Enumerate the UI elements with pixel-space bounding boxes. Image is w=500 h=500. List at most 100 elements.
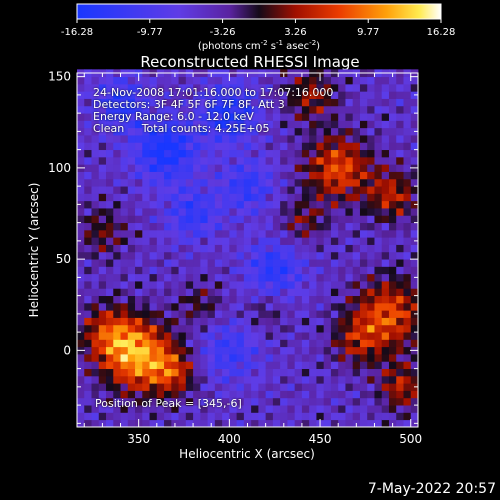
heatmap-cell — [294, 281, 303, 289]
heatmap-cell — [243, 390, 252, 399]
heatmap-cell — [84, 259, 92, 267]
heatmap-cell — [193, 332, 201, 340]
heatmap-cell — [91, 332, 100, 340]
heatmap-cell — [410, 405, 419, 413]
heatmap-cell — [214, 237, 223, 245]
heatmap-cell — [229, 361, 238, 370]
heatmap-cell — [185, 164, 194, 172]
heatmap-cell — [243, 288, 252, 297]
heatmap-cell — [91, 156, 100, 165]
heatmap-cell — [243, 324, 252, 333]
heatmap-cell — [91, 229, 100, 238]
heatmap-cell — [280, 397, 288, 406]
heatmap-cell — [403, 383, 412, 391]
heatmap-cell — [345, 83, 354, 92]
heatmap-cell — [135, 317, 143, 326]
heatmap-cell — [410, 113, 419, 121]
heatmap-cell — [294, 419, 303, 428]
heatmap-cell — [287, 83, 296, 92]
heatmap-cell — [127, 412, 136, 421]
heatmap-cell — [374, 310, 383, 318]
heatmap-cell — [388, 91, 397, 99]
heatmap-cell — [178, 237, 187, 245]
heatmap-cell — [236, 120, 245, 129]
heatmap-cell — [229, 200, 238, 209]
heatmap-cell — [280, 361, 288, 370]
heatmap-cell — [236, 91, 245, 99]
heatmap-cell — [338, 288, 346, 297]
heatmap-cell — [316, 83, 325, 92]
heatmap-cell — [323, 164, 332, 172]
heatmap-cell — [272, 273, 281, 282]
heatmap-cell — [214, 229, 223, 238]
heatmap-cell — [222, 288, 230, 297]
heatmap-cell — [236, 266, 245, 275]
heatmap-cell — [352, 259, 361, 267]
heatmap-cell — [156, 251, 165, 260]
heatmap-cell — [309, 288, 317, 297]
heatmap-cell — [338, 273, 346, 282]
heatmap-cell — [265, 127, 274, 136]
heatmap-cell — [309, 419, 317, 428]
heatmap-cell — [381, 339, 390, 348]
heatmap-cell — [359, 397, 368, 406]
heatmap-cell — [316, 200, 325, 209]
heatmap-cell — [200, 113, 208, 121]
heatmap-cell — [149, 419, 158, 428]
heatmap-cell — [272, 200, 281, 209]
heatmap-cell — [222, 76, 230, 85]
heatmap-cell — [374, 229, 383, 238]
heatmap-cell — [316, 288, 325, 297]
heatmap-cell — [403, 83, 412, 92]
heatmap-cell — [229, 164, 238, 172]
heatmap-cell — [359, 135, 368, 143]
heatmap-cell — [381, 354, 390, 362]
heatmap-cell — [367, 310, 375, 318]
heatmap-cell — [345, 339, 354, 348]
heatmap-cell — [91, 390, 100, 399]
heatmap-cell — [84, 105, 92, 114]
heatmap-cell — [171, 222, 179, 231]
heatmap-cell — [142, 383, 150, 391]
heatmap-cell — [98, 354, 107, 362]
heatmap-cell — [84, 295, 92, 304]
heatmap-cell — [359, 76, 368, 85]
heatmap-cell — [345, 346, 354, 355]
heatmap-cell — [149, 412, 158, 421]
heatmap-cell — [381, 164, 390, 172]
heatmap-cell — [185, 302, 194, 311]
heatmap-cell — [323, 149, 332, 158]
heatmap-cell — [164, 266, 172, 275]
heatmap-cell — [207, 186, 216, 194]
heatmap-cell — [106, 156, 114, 165]
heatmap-cell — [77, 317, 85, 326]
heatmap-cell — [193, 91, 201, 99]
heatmap-cell — [120, 113, 129, 121]
heatmap-cell — [294, 164, 303, 172]
heatmap-cell — [345, 368, 354, 377]
heatmap-cell — [142, 244, 150, 253]
heatmap-cell — [272, 135, 281, 143]
heatmap-cell — [410, 281, 419, 289]
heatmap-cell — [388, 354, 397, 362]
heatmap-cell — [214, 324, 223, 333]
heatmap-cell — [352, 229, 361, 238]
heatmap-cell — [127, 324, 136, 333]
heatmap-cell — [229, 142, 238, 151]
heatmap-cell — [236, 281, 245, 289]
heatmap-cell — [345, 383, 354, 391]
heatmap-cell — [91, 105, 100, 114]
heatmap-cell — [345, 208, 354, 216]
heatmap-cell — [98, 288, 107, 297]
heatmap-cell — [287, 339, 296, 348]
heatmap-cell — [106, 76, 114, 85]
heatmap-cell — [135, 149, 143, 158]
heatmap-cell — [178, 266, 187, 275]
heatmap-cell — [280, 405, 288, 413]
heatmap-cell — [229, 259, 238, 267]
heatmap-cell — [388, 186, 397, 194]
heatmap-cell — [178, 229, 187, 238]
heatmap-cell — [135, 142, 143, 151]
heatmap-cell — [77, 354, 85, 362]
heatmap-cell — [338, 105, 346, 114]
